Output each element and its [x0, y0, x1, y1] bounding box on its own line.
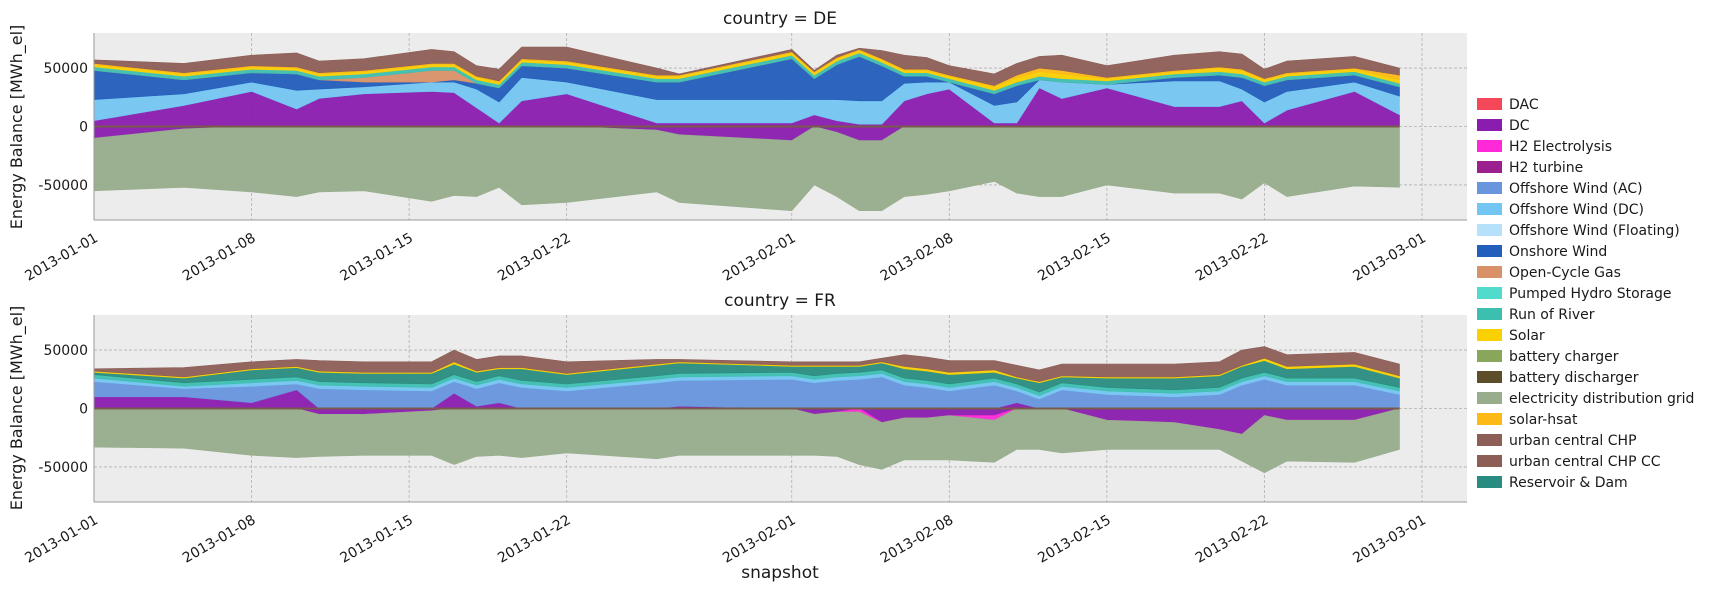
x-tick-label: 2013-01-15	[338, 512, 416, 567]
legend-swatch	[1477, 98, 1502, 110]
legend-swatch	[1477, 308, 1502, 320]
legend-label: Offshore Wind (AC)	[1509, 181, 1643, 197]
panel-bottom: -50000 0 50000 2013-01-01 2013-01-08 2013-01-…	[7, 291, 1467, 583]
x-tick-label: 2013-02-01	[720, 512, 798, 567]
x-tick-label: 2013-02-15	[1035, 512, 1113, 567]
y-tick-label: 0	[79, 120, 88, 136]
areas-fr	[93, 346, 1400, 474]
x-tick-label: 2013-01-08	[180, 230, 258, 285]
x-tick-label: 2013-02-22	[1193, 512, 1271, 567]
legend-label: battery discharger	[1509, 370, 1639, 386]
x-tick-label: 2013-01-15	[338, 230, 416, 285]
panel-title-de: country = DE	[723, 9, 837, 29]
x-tick-label: 2013-03-01	[1350, 230, 1428, 285]
legend-swatch	[1477, 119, 1502, 131]
x-tick-label: 2013-01-01	[22, 512, 100, 567]
x-tick-label: 2013-03-01	[1350, 512, 1428, 567]
legend-label: solar-hsat	[1509, 412, 1578, 428]
panel-title-fr: country = FR	[724, 291, 836, 311]
legend-label: Pumped Hydro Storage	[1509, 286, 1671, 302]
legend-label: Offshore Wind (DC)	[1509, 202, 1644, 218]
legend-label: Solar	[1509, 328, 1545, 344]
legend-label: DC	[1509, 118, 1530, 134]
legend-swatch	[1477, 266, 1502, 278]
area-urban-central-chp	[93, 346, 1400, 382]
legend-swatch	[1477, 455, 1502, 467]
legend: DAC DC H2 Electrolysis H2 turbine Offshore W…	[1477, 97, 1694, 491]
x-tick-label: 2013-02-01	[720, 230, 798, 285]
legend-swatch	[1477, 182, 1502, 194]
legend-label: H2 Electrolysis	[1509, 139, 1612, 155]
areas-de	[93, 46, 1400, 212]
legend-label: DAC	[1509, 97, 1539, 113]
legend-swatch	[1477, 224, 1502, 236]
legend-label: Offshore Wind (Floating)	[1509, 223, 1680, 239]
legend-swatch	[1477, 476, 1502, 488]
y-tick-label: -50000	[38, 460, 88, 476]
y-axis-label-fr: Energy Balance [MWh_el]	[7, 306, 27, 511]
y-tick-label: -50000	[38, 178, 88, 194]
x-tick-label: 2013-01-22	[495, 512, 573, 567]
legend-label: Reservoir & Dam	[1509, 475, 1628, 491]
legend-swatch	[1477, 413, 1502, 425]
x-tick-label: 2013-02-08	[878, 512, 956, 567]
legend-swatch	[1477, 392, 1502, 404]
legend-swatch	[1477, 371, 1502, 383]
x-axis-label: snapshot	[741, 563, 819, 583]
area-urban-central-chp	[93, 46, 1400, 86]
y-axis-label-de: Energy Balance [MWh_el]	[7, 25, 27, 230]
legend-label: urban central CHP CC	[1509, 454, 1661, 470]
legend-swatch	[1477, 245, 1502, 257]
legend-swatch	[1477, 161, 1502, 173]
legend-swatch	[1477, 434, 1502, 446]
legend-label: Run of River	[1509, 307, 1595, 323]
legend-swatch	[1477, 329, 1502, 341]
y-tick-label: 50000	[43, 61, 88, 77]
x-tick-label: 2013-01-08	[180, 512, 258, 567]
legend-swatch	[1477, 140, 1502, 152]
legend-label: H2 turbine	[1509, 160, 1583, 176]
x-tick-label: 2013-02-08	[878, 230, 956, 285]
x-tick-label: 2013-01-01	[22, 230, 100, 285]
legend-swatch	[1477, 350, 1502, 362]
legend-label: urban central CHP	[1509, 433, 1637, 449]
legend-label: Onshore Wind	[1509, 244, 1607, 260]
legend-swatch	[1477, 287, 1502, 299]
x-tick-label: 2013-01-22	[495, 230, 573, 285]
legend-swatch	[1477, 203, 1502, 215]
x-tick-label: 2013-02-22	[1193, 230, 1271, 285]
y-tick-label: 0	[79, 402, 88, 418]
x-tick-label: 2013-02-15	[1035, 230, 1113, 285]
legend-label: Open-Cycle Gas	[1509, 265, 1621, 281]
legend-label: electricity distribution grid	[1509, 391, 1694, 407]
legend-label: battery charger	[1509, 349, 1619, 365]
panel-top: -50000 0 50000 2013-01-01 2013-01-08 2013-01-…	[7, 9, 1467, 285]
y-tick-label: 50000	[43, 343, 88, 359]
